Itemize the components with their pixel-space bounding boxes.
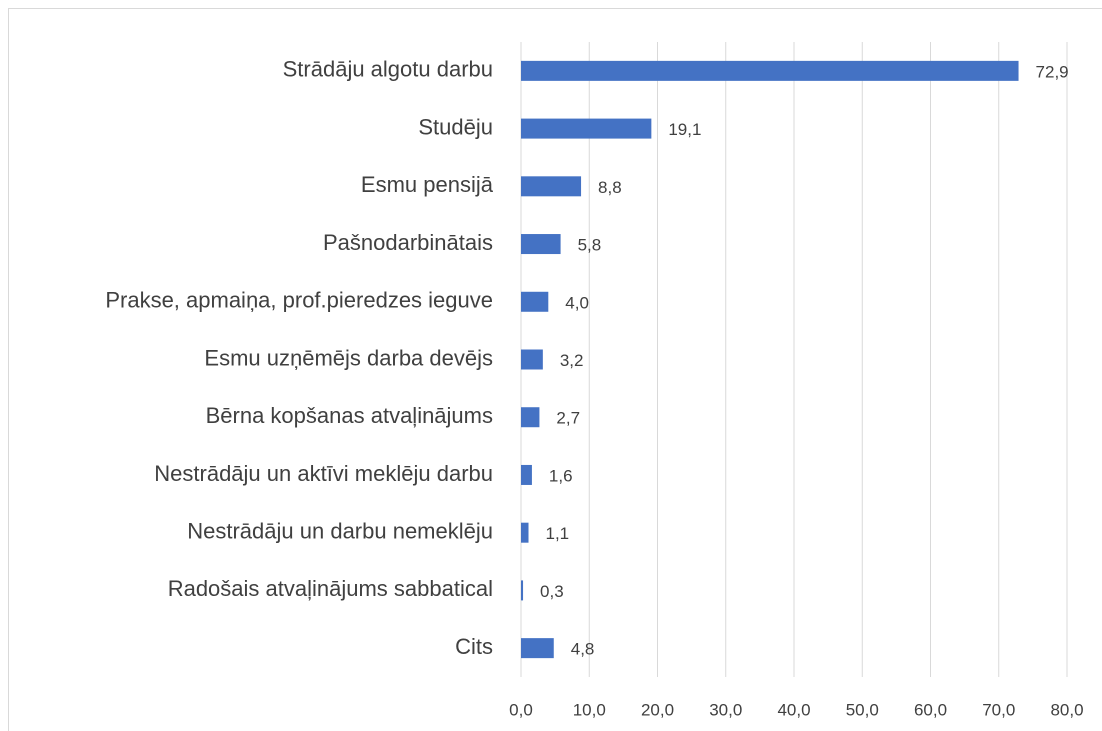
data-label: 19,1 (668, 120, 701, 139)
data-label: 72,9 (1036, 62, 1069, 81)
bar (521, 118, 652, 139)
x-tick-label: 10,0 (573, 700, 606, 719)
bar (521, 638, 554, 659)
x-tick-label: 0,0 (509, 700, 533, 719)
data-label: 4,8 (571, 640, 595, 659)
data-label: 2,7 (556, 409, 580, 428)
data-label: 4,0 (565, 293, 589, 312)
bar (521, 580, 524, 601)
data-label: 0,3 (540, 582, 564, 601)
y-tick-label: Nestrādāju un aktīvi meklēju darbu (154, 461, 493, 486)
y-tick-label: Esmu pensijā (361, 172, 494, 197)
y-tick-label: Nestrādāju un darbu nemeklēju (187, 518, 493, 543)
y-tick-label: Bērna kopšanas atvaļinājums (206, 403, 493, 428)
data-label: 1,6 (549, 466, 573, 485)
x-tick-label: 80,0 (1050, 700, 1083, 719)
y-tick-label: Radošais atvaļinājums sabbatical (168, 576, 493, 601)
y-tick-label: Studēju (418, 114, 493, 139)
x-tick-label: 20,0 (641, 700, 674, 719)
bar (521, 349, 543, 370)
bar (521, 407, 540, 428)
y-tick-label: Cits (455, 634, 493, 659)
y-tick-label: Strādāju algotu darbu (283, 57, 493, 82)
bar (521, 464, 532, 485)
data-label: 8,8 (598, 178, 622, 197)
bar (521, 291, 549, 312)
x-tick-label: 60,0 (914, 700, 947, 719)
chart-border (8, 8, 1102, 731)
data-label: 1,1 (546, 524, 570, 543)
x-tick-label: 50,0 (846, 700, 879, 719)
bar (521, 234, 561, 255)
y-tick-label: Prakse, apmaiņa, prof.pieredzes ieguve (105, 288, 493, 313)
bar (521, 60, 1019, 81)
y-tick-label: Esmu uzņēmējs darba devējs (204, 345, 493, 370)
y-tick-label: Pašnodarbinātais (323, 230, 493, 255)
x-tick-label: 40,0 (777, 700, 810, 719)
x-tick-label: 30,0 (709, 700, 742, 719)
bar (521, 522, 529, 543)
x-tick-label: 70,0 (982, 700, 1015, 719)
data-label: 3,2 (560, 351, 584, 370)
bar (521, 176, 582, 197)
data-label: 5,8 (578, 236, 602, 255)
